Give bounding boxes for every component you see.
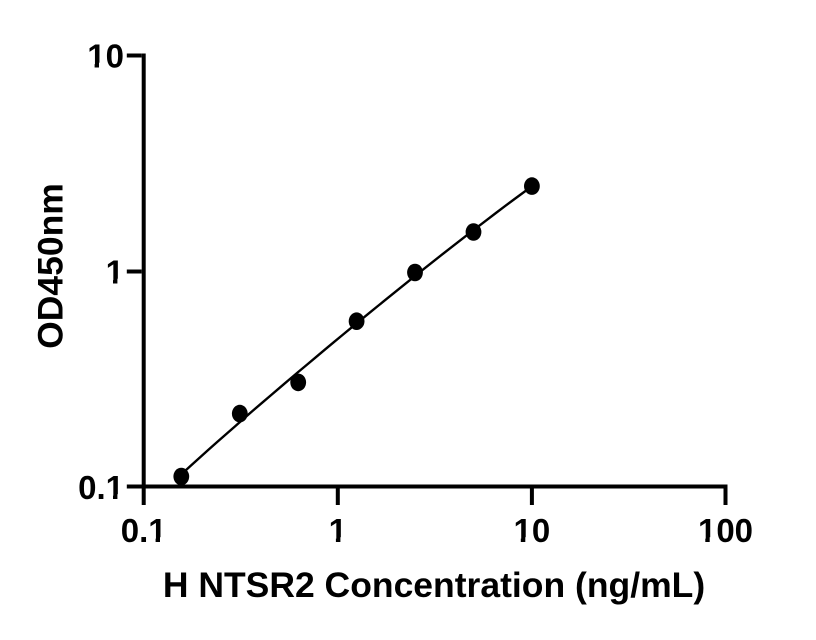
svg-text:1: 1 xyxy=(329,512,347,549)
svg-text:1: 1 xyxy=(106,254,124,291)
svg-text:H NTSR2 Concentration (ng/mL): H NTSR2 Concentration (ng/mL) xyxy=(163,565,705,605)
svg-text:10: 10 xyxy=(514,512,551,549)
svg-text:0.1: 0.1 xyxy=(78,469,124,506)
svg-text:10: 10 xyxy=(87,38,124,75)
svg-text:OD450nm: OD450nm xyxy=(31,183,71,349)
svg-text:0.1: 0.1 xyxy=(121,512,167,549)
svg-text:100: 100 xyxy=(698,512,753,549)
